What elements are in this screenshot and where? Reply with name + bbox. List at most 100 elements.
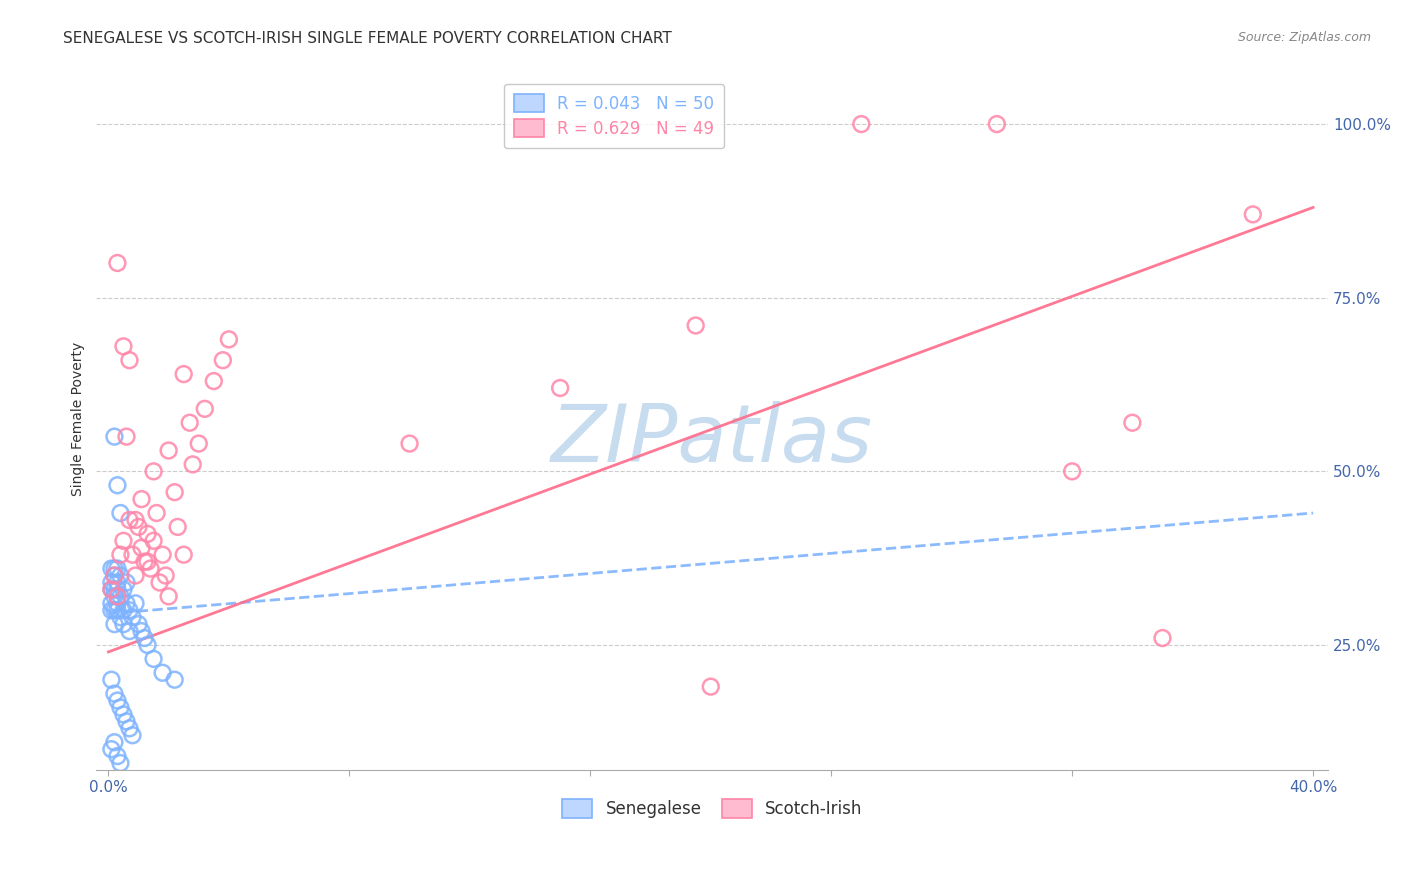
Point [100,561,122,575]
Point [136,638,159,652]
Point [110,590,132,604]
Point [1121,416,1143,430]
Text: Source: ZipAtlas.com: Source: ZipAtlas.com [1237,31,1371,45]
Point [134,555,156,569]
Point [107,561,129,575]
Point [103,568,125,582]
Point [103,617,125,632]
Point [131,624,153,639]
Point [110,568,132,582]
Point [1241,207,1264,221]
Point [107,749,129,764]
Point [548,381,571,395]
Point [173,548,195,562]
Point [700,680,723,694]
Point [181,458,204,472]
Point [1062,464,1084,478]
Point [124,596,146,610]
Point [107,575,129,590]
Y-axis label: Single Female Poverty: Single Female Poverty [72,343,86,496]
Point [121,610,143,624]
Point [152,665,174,680]
Point [145,506,167,520]
Point [115,575,138,590]
Point [103,582,125,597]
Point [118,353,141,368]
Point [986,117,1008,131]
Point [112,533,135,548]
Point [187,436,209,450]
Point [121,548,143,562]
Point [124,513,146,527]
Point [142,533,165,548]
Point [134,631,156,645]
Point [103,568,125,582]
Point [107,582,129,597]
Point [685,318,707,333]
Point [139,561,162,575]
Point [136,526,159,541]
Point [100,603,122,617]
Point [107,596,129,610]
Point [107,478,129,492]
Text: ZIPatlas: ZIPatlas [551,401,873,479]
Point [149,575,172,590]
Point [103,429,125,443]
Point [110,700,132,714]
Legend: Senegalese, Scotch-Irish: Senegalese, Scotch-Irish [555,793,869,825]
Point [157,590,180,604]
Point [152,548,174,562]
Point [163,673,186,687]
Point [131,541,153,555]
Point [155,568,177,582]
Point [100,673,122,687]
Point [202,374,225,388]
Point [110,548,132,562]
Point [103,735,125,749]
Point [179,416,201,430]
Point [173,367,195,381]
Point [100,582,122,597]
Point [103,590,125,604]
Point [136,555,159,569]
Point [398,436,420,450]
Point [115,596,138,610]
Point [107,603,129,617]
Point [112,617,135,632]
Point [194,401,217,416]
Point [112,339,135,353]
Point [100,575,122,590]
Point [118,624,141,639]
Point [121,728,143,742]
Point [107,693,129,707]
Point [131,492,153,507]
Point [100,742,122,756]
Point [142,652,165,666]
Point [166,520,188,534]
Point [103,687,125,701]
Point [118,722,141,736]
Point [112,603,135,617]
Point [124,568,146,582]
Point [851,117,873,131]
Point [103,603,125,617]
Point [107,590,129,604]
Point [112,707,135,722]
Point [103,561,125,575]
Point [211,353,233,368]
Point [142,464,165,478]
Point [118,513,141,527]
Point [110,756,132,770]
Point [107,256,129,270]
Point [112,582,135,597]
Point [157,443,180,458]
Point [115,714,138,729]
Point [128,617,150,632]
Point [118,603,141,617]
Point [163,485,186,500]
Point [110,506,132,520]
Point [100,596,122,610]
Point [218,332,240,346]
Point [128,520,150,534]
Text: SENEGALESE VS SCOTCH-IRISH SINGLE FEMALE POVERTY CORRELATION CHART: SENEGALESE VS SCOTCH-IRISH SINGLE FEMALE… [63,31,672,46]
